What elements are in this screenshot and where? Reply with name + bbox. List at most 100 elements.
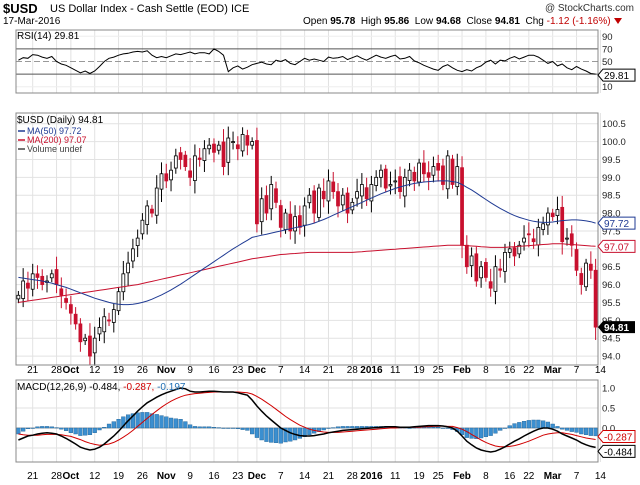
chart-symbol: $USD bbox=[3, 1, 38, 16]
candle-body bbox=[531, 238, 536, 243]
macd-histogram-bar bbox=[269, 427, 274, 443]
macd-histogram-bar bbox=[54, 427, 59, 429]
candle-body bbox=[102, 316, 107, 333]
candle-body bbox=[64, 298, 68, 303]
legend-label: MA(50) 97.72 bbox=[27, 126, 82, 136]
last-value-label: 97.07 bbox=[604, 242, 629, 253]
macd-histogram-bar bbox=[459, 427, 465, 436]
macd-histogram-bar bbox=[536, 419, 541, 429]
last-value-label: 29.81 bbox=[604, 71, 629, 82]
candle-body bbox=[130, 248, 135, 262]
high-label: High bbox=[360, 16, 382, 27]
candle-body bbox=[283, 212, 288, 230]
candle-body bbox=[274, 188, 278, 203]
x-tick-label: Dec bbox=[248, 365, 267, 376]
candle-body bbox=[574, 249, 579, 271]
candle-body bbox=[293, 216, 297, 232]
last-value-tag bbox=[597, 68, 636, 82]
candle-body bbox=[536, 226, 541, 246]
open-label: Open bbox=[303, 16, 328, 27]
macd-histogram-bar bbox=[545, 421, 551, 429]
y-tick-label: 99.0 bbox=[602, 173, 621, 184]
candle-body bbox=[255, 140, 259, 225]
candle-body bbox=[488, 281, 493, 289]
candle-body bbox=[264, 195, 269, 214]
x-tick-label: 2016 bbox=[360, 471, 383, 482]
y-tick-label: 96.0 bbox=[602, 280, 621, 291]
macd-histogram-bar bbox=[574, 427, 579, 433]
candle-body bbox=[92, 337, 97, 354]
candle-body bbox=[207, 144, 212, 150]
candle-body bbox=[584, 262, 588, 288]
high-value: 95.86 bbox=[384, 16, 410, 27]
macd-histogram-bar bbox=[35, 426, 40, 429]
candle-body bbox=[26, 282, 30, 289]
candle-body bbox=[379, 169, 383, 178]
x-tick-label: 25 bbox=[433, 471, 445, 482]
x-tick-label: 7 bbox=[278, 471, 284, 482]
candle-body bbox=[16, 294, 21, 300]
x-tick-label: 26 bbox=[137, 471, 149, 482]
candle-body bbox=[235, 144, 240, 150]
macd-histogram-bar bbox=[207, 426, 212, 429]
candle-body bbox=[97, 327, 102, 335]
macd-histogram-bar bbox=[264, 427, 269, 442]
macd-histogram-bar bbox=[83, 427, 88, 436]
candle-body bbox=[593, 269, 598, 328]
x-tick-label: 12 bbox=[89, 365, 101, 376]
panel-frame bbox=[15, 379, 599, 463]
x-tick-label: 9 bbox=[187, 471, 193, 482]
y-tick-label: 96.5 bbox=[602, 262, 621, 273]
x-tick-label: 21 bbox=[27, 365, 39, 376]
last-value-tag bbox=[597, 239, 636, 253]
price-background bbox=[16, 113, 598, 365]
candle-body bbox=[412, 171, 417, 182]
y-tick-label: 98.0 bbox=[602, 209, 621, 220]
macd-histogram-bar bbox=[345, 426, 350, 429]
macd-histogram-bar bbox=[216, 427, 221, 429]
candle-body bbox=[541, 223, 546, 230]
macd-histogram-bar bbox=[254, 427, 260, 438]
x-tick-label: Mar bbox=[544, 471, 562, 482]
macd-histogram-bar bbox=[512, 423, 517, 429]
macd-histogram-bar bbox=[288, 427, 293, 442]
last-value-label: -0.484 bbox=[604, 447, 633, 458]
candle-body bbox=[54, 269, 59, 285]
candle-body bbox=[193, 155, 197, 181]
macd-histogram-bar bbox=[154, 414, 159, 429]
price-title: $USD (Daily) 94.81 bbox=[17, 115, 104, 126]
x-tick-label: 11 bbox=[390, 365, 401, 376]
macd-histogram-bar bbox=[211, 427, 217, 429]
legend-label: Volume undef bbox=[27, 144, 83, 154]
candle-body bbox=[154, 187, 159, 216]
ohlc-readout: Open 95.78 High 95.86 Low 94.68 Close 94… bbox=[303, 16, 622, 27]
macd-histogram-bar bbox=[307, 427, 312, 436]
macd-histogram-bar bbox=[173, 418, 178, 429]
candle-body bbox=[212, 143, 216, 153]
macd-histogram-bar bbox=[283, 427, 288, 443]
macd-histogram-bar bbox=[483, 427, 489, 438]
macd-histogram-bar bbox=[135, 412, 140, 429]
macd-histogram-bar bbox=[21, 427, 26, 432]
x-tick-label: 16 bbox=[208, 471, 220, 482]
y-tick-label: 98.5 bbox=[602, 191, 621, 202]
macd-histogram-bar bbox=[97, 427, 102, 431]
macd-histogram-bar bbox=[30, 427, 35, 429]
macd-histogram-bar bbox=[507, 425, 512, 429]
chart-date: 17-Mar-2016 bbox=[3, 16, 61, 27]
macd-histogram-bar bbox=[502, 427, 508, 429]
macd-histogram-bar bbox=[297, 427, 302, 439]
macd-line bbox=[18, 387, 596, 453]
macd-histogram-bar bbox=[593, 427, 598, 437]
y-tick-label: 94.5 bbox=[602, 334, 621, 345]
macd-histogram-bar bbox=[555, 426, 560, 429]
last-value-label: 97.72 bbox=[604, 219, 629, 230]
candle-body bbox=[59, 288, 64, 296]
candle-body bbox=[269, 184, 274, 210]
candle-body bbox=[474, 253, 479, 282]
candle-body bbox=[345, 192, 350, 214]
x-tick-label: 28 bbox=[347, 365, 359, 376]
macd-histogram-bar bbox=[130, 413, 135, 429]
x-tick-label: Mar bbox=[544, 365, 562, 376]
x-tick-label: 7 bbox=[278, 365, 284, 376]
